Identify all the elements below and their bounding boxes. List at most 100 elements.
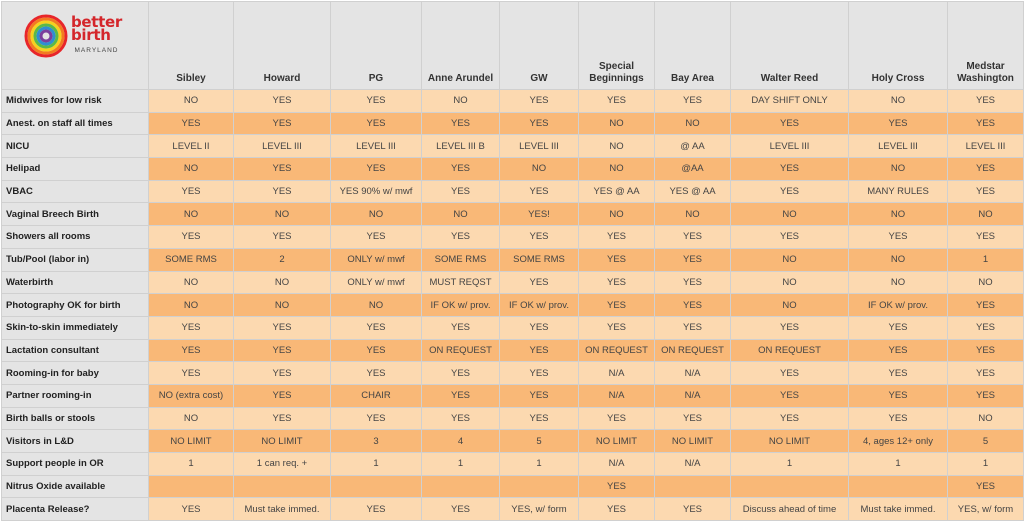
row-label: Birth balls or stools <box>1 406 149 431</box>
table-cell: YES <box>330 338 422 363</box>
row-label: Anest. on staff all times <box>1 111 149 136</box>
table-cell: YES <box>233 361 331 385</box>
table-row: Birth balls or stools NO YES YES YES YES YES YE… <box>1 406 1024 431</box>
table-cell: YES <box>947 383 1024 408</box>
table-cell: YES <box>947 474 1024 499</box>
table-cell: NO <box>654 111 731 136</box>
table-cell: YES <box>330 225 422 249</box>
table-cell: YES <box>233 157 331 181</box>
better-birth-logo: better birth MARYLAND <box>24 14 148 58</box>
row-label: Nitrus Oxide available <box>1 474 149 499</box>
table-cell: NO <box>730 270 849 295</box>
table-cell: YES <box>233 406 331 431</box>
table-cell: NO LIMIT <box>730 429 849 453</box>
table-cell <box>499 474 579 499</box>
table-row: Showers all rooms YES YES YES YES YES YES YES YE… <box>1 225 1024 249</box>
table-cell <box>421 474 500 499</box>
table-cell: 4 <box>421 429 500 453</box>
table-cell: YES <box>499 315 579 340</box>
table-cell: YES <box>233 315 331 340</box>
table-cell: IF OK w/ prov. <box>421 293 500 317</box>
table-row: Skin-to-skin immediately YES YES YES YES YES Y… <box>1 315 1024 340</box>
table-cell: N/A <box>654 361 731 385</box>
table-cell: YES <box>730 225 849 249</box>
table-cell: YES <box>330 111 422 136</box>
table-cell: 1 <box>848 452 948 476</box>
table-cell: NO <box>421 202 500 227</box>
column-header: Medstar Washington <box>947 1 1024 90</box>
table-cell: LEVEL II <box>148 134 234 159</box>
table-cell: NO <box>730 247 849 272</box>
table-cell: ON REQUEST <box>654 338 731 363</box>
table-cell: Must take immed. <box>848 497 948 521</box>
table-cell: YES <box>499 225 579 249</box>
table-row: Lactation consultant YES YES YES ON REQUEST Y… <box>1 338 1024 363</box>
table-cell: YES <box>330 361 422 385</box>
table-cell: YES <box>148 225 234 249</box>
row-label: NICU <box>1 134 149 159</box>
table-cell: NO <box>947 270 1024 295</box>
table-cell: NO <box>330 202 422 227</box>
table-row: Tub/Pool (labor in) SOME RMS 2 ONLY w/ mwf S… <box>1 247 1024 272</box>
table-cell: YES <box>578 225 655 249</box>
column-header: Sibley <box>148 1 234 90</box>
table-cell: YES 90% w/ mwf <box>330 179 422 204</box>
logo-cell: better birth MARYLAND <box>1 1 149 90</box>
table-cell: YES <box>421 315 500 340</box>
table-cell: ONLY w/ mwf <box>330 247 422 272</box>
table-cell: NO LIMIT <box>148 429 234 453</box>
table-cell: YES <box>421 179 500 204</box>
table-cell: YES <box>848 406 948 431</box>
table-row: NICU LEVEL II LEVEL III LEVEL III LEVEL III … <box>1 134 1024 159</box>
table-cell <box>330 474 422 499</box>
table-cell: YES <box>578 293 655 317</box>
table-cell: YES <box>654 293 731 317</box>
table-cell: LEVEL III <box>330 134 422 159</box>
table-cell: YES <box>947 361 1024 385</box>
table-cell: SOME RMS <box>499 247 579 272</box>
table-cell: NO <box>730 202 849 227</box>
table-cell: YES <box>148 315 234 340</box>
table-cell: YES <box>578 474 655 499</box>
table-cell: YES <box>421 111 500 136</box>
table-row: Visitors in L&D NO LIMIT NO LIMIT 3 4 5 NO LIM… <box>1 429 1024 453</box>
column-header: Walter Reed <box>730 1 849 90</box>
table-cell: YES <box>730 406 849 431</box>
table-cell: YES <box>421 361 500 385</box>
table-cell: LEVEL III <box>730 134 849 159</box>
table-cell: YES <box>421 406 500 431</box>
table-cell: YES <box>578 247 655 272</box>
table-cell: YES <box>848 315 948 340</box>
table-cell: 5 <box>499 429 579 453</box>
table-row: Nitrus Oxide available YES YES <box>1 474 1024 499</box>
table-row: VBAC YES YES YES 90% w/ mwf YES YES YES @ AA YE… <box>1 179 1024 204</box>
row-label: Placenta Release? <box>1 497 149 521</box>
table-cell: YES <box>654 270 731 295</box>
table-cell: YES <box>421 383 500 408</box>
table-cell: YES <box>499 111 579 136</box>
table-cell: NO <box>848 157 948 181</box>
table-cell: YES <box>730 315 849 340</box>
row-label: Rooming-in for baby <box>1 361 149 385</box>
table-cell: NO <box>148 89 234 113</box>
table-row: Support people in OR 1 1 can req. +1 1 1 N/A N… <box>1 452 1024 476</box>
table-cell: 2 <box>233 247 331 272</box>
table-cell: NO <box>148 157 234 181</box>
row-label: Tub/Pool (labor in) <box>1 247 149 272</box>
table-cell <box>730 474 849 499</box>
table-cell: YES <box>330 157 422 181</box>
row-label: Visitors in L&D <box>1 429 149 453</box>
table-cell: YES <box>848 383 948 408</box>
row-label: Partner rooming-in <box>1 383 149 408</box>
table-cell: CHAIR <box>330 383 422 408</box>
table-cell: YES <box>578 270 655 295</box>
logo-word-better: better <box>71 12 123 31</box>
table-cell: NO LIMIT <box>578 429 655 453</box>
table-cell: YES @ AA <box>578 179 655 204</box>
table-row: Rooming-in for baby YES YES YES YES YES N/A N/A… <box>1 361 1024 385</box>
table-body: Midwives for low risk NO YES YES NO YES YES YES… <box>1 89 1024 521</box>
table-cell: DAY SHIFT ONLY <box>730 89 849 113</box>
table-cell: 1 <box>730 452 849 476</box>
table-cell: NO <box>848 89 948 113</box>
table-cell: 1 <box>148 452 234 476</box>
